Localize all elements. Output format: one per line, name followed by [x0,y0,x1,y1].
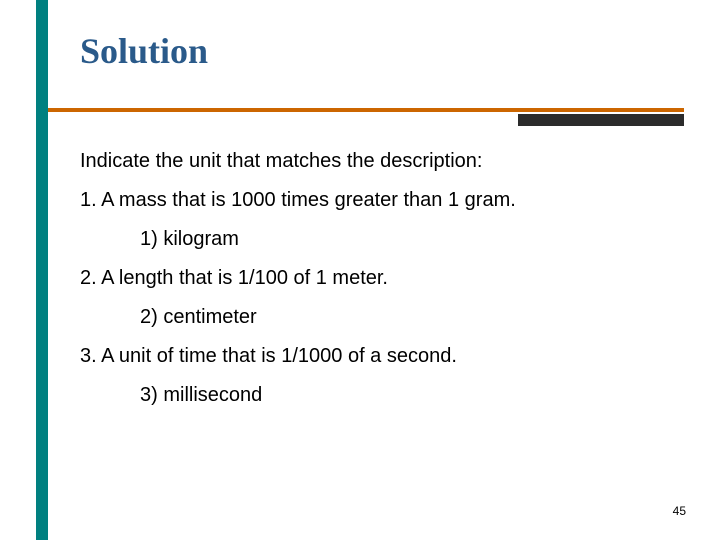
answer-2: 2) centimeter [80,304,670,331]
rule-dark [518,114,684,126]
page-number: 45 [673,504,686,518]
body-text: Indicate the unit that matches the descr… [80,148,670,421]
rule-orange [48,108,684,112]
accent-vertical-bar [36,0,48,540]
slide-title: Solution [80,30,208,72]
question-3: 3. A unit of time that is 1/1000 of a se… [80,343,670,370]
answer-1: 1) kilogram [80,226,670,253]
intro-line: Indicate the unit that matches the descr… [80,148,670,175]
question-1: 1. A mass that is 1000 times greater tha… [80,187,670,214]
answer-3: 3) millisecond [80,382,670,409]
question-2: 2. A length that is 1/100 of 1 meter. [80,265,670,292]
